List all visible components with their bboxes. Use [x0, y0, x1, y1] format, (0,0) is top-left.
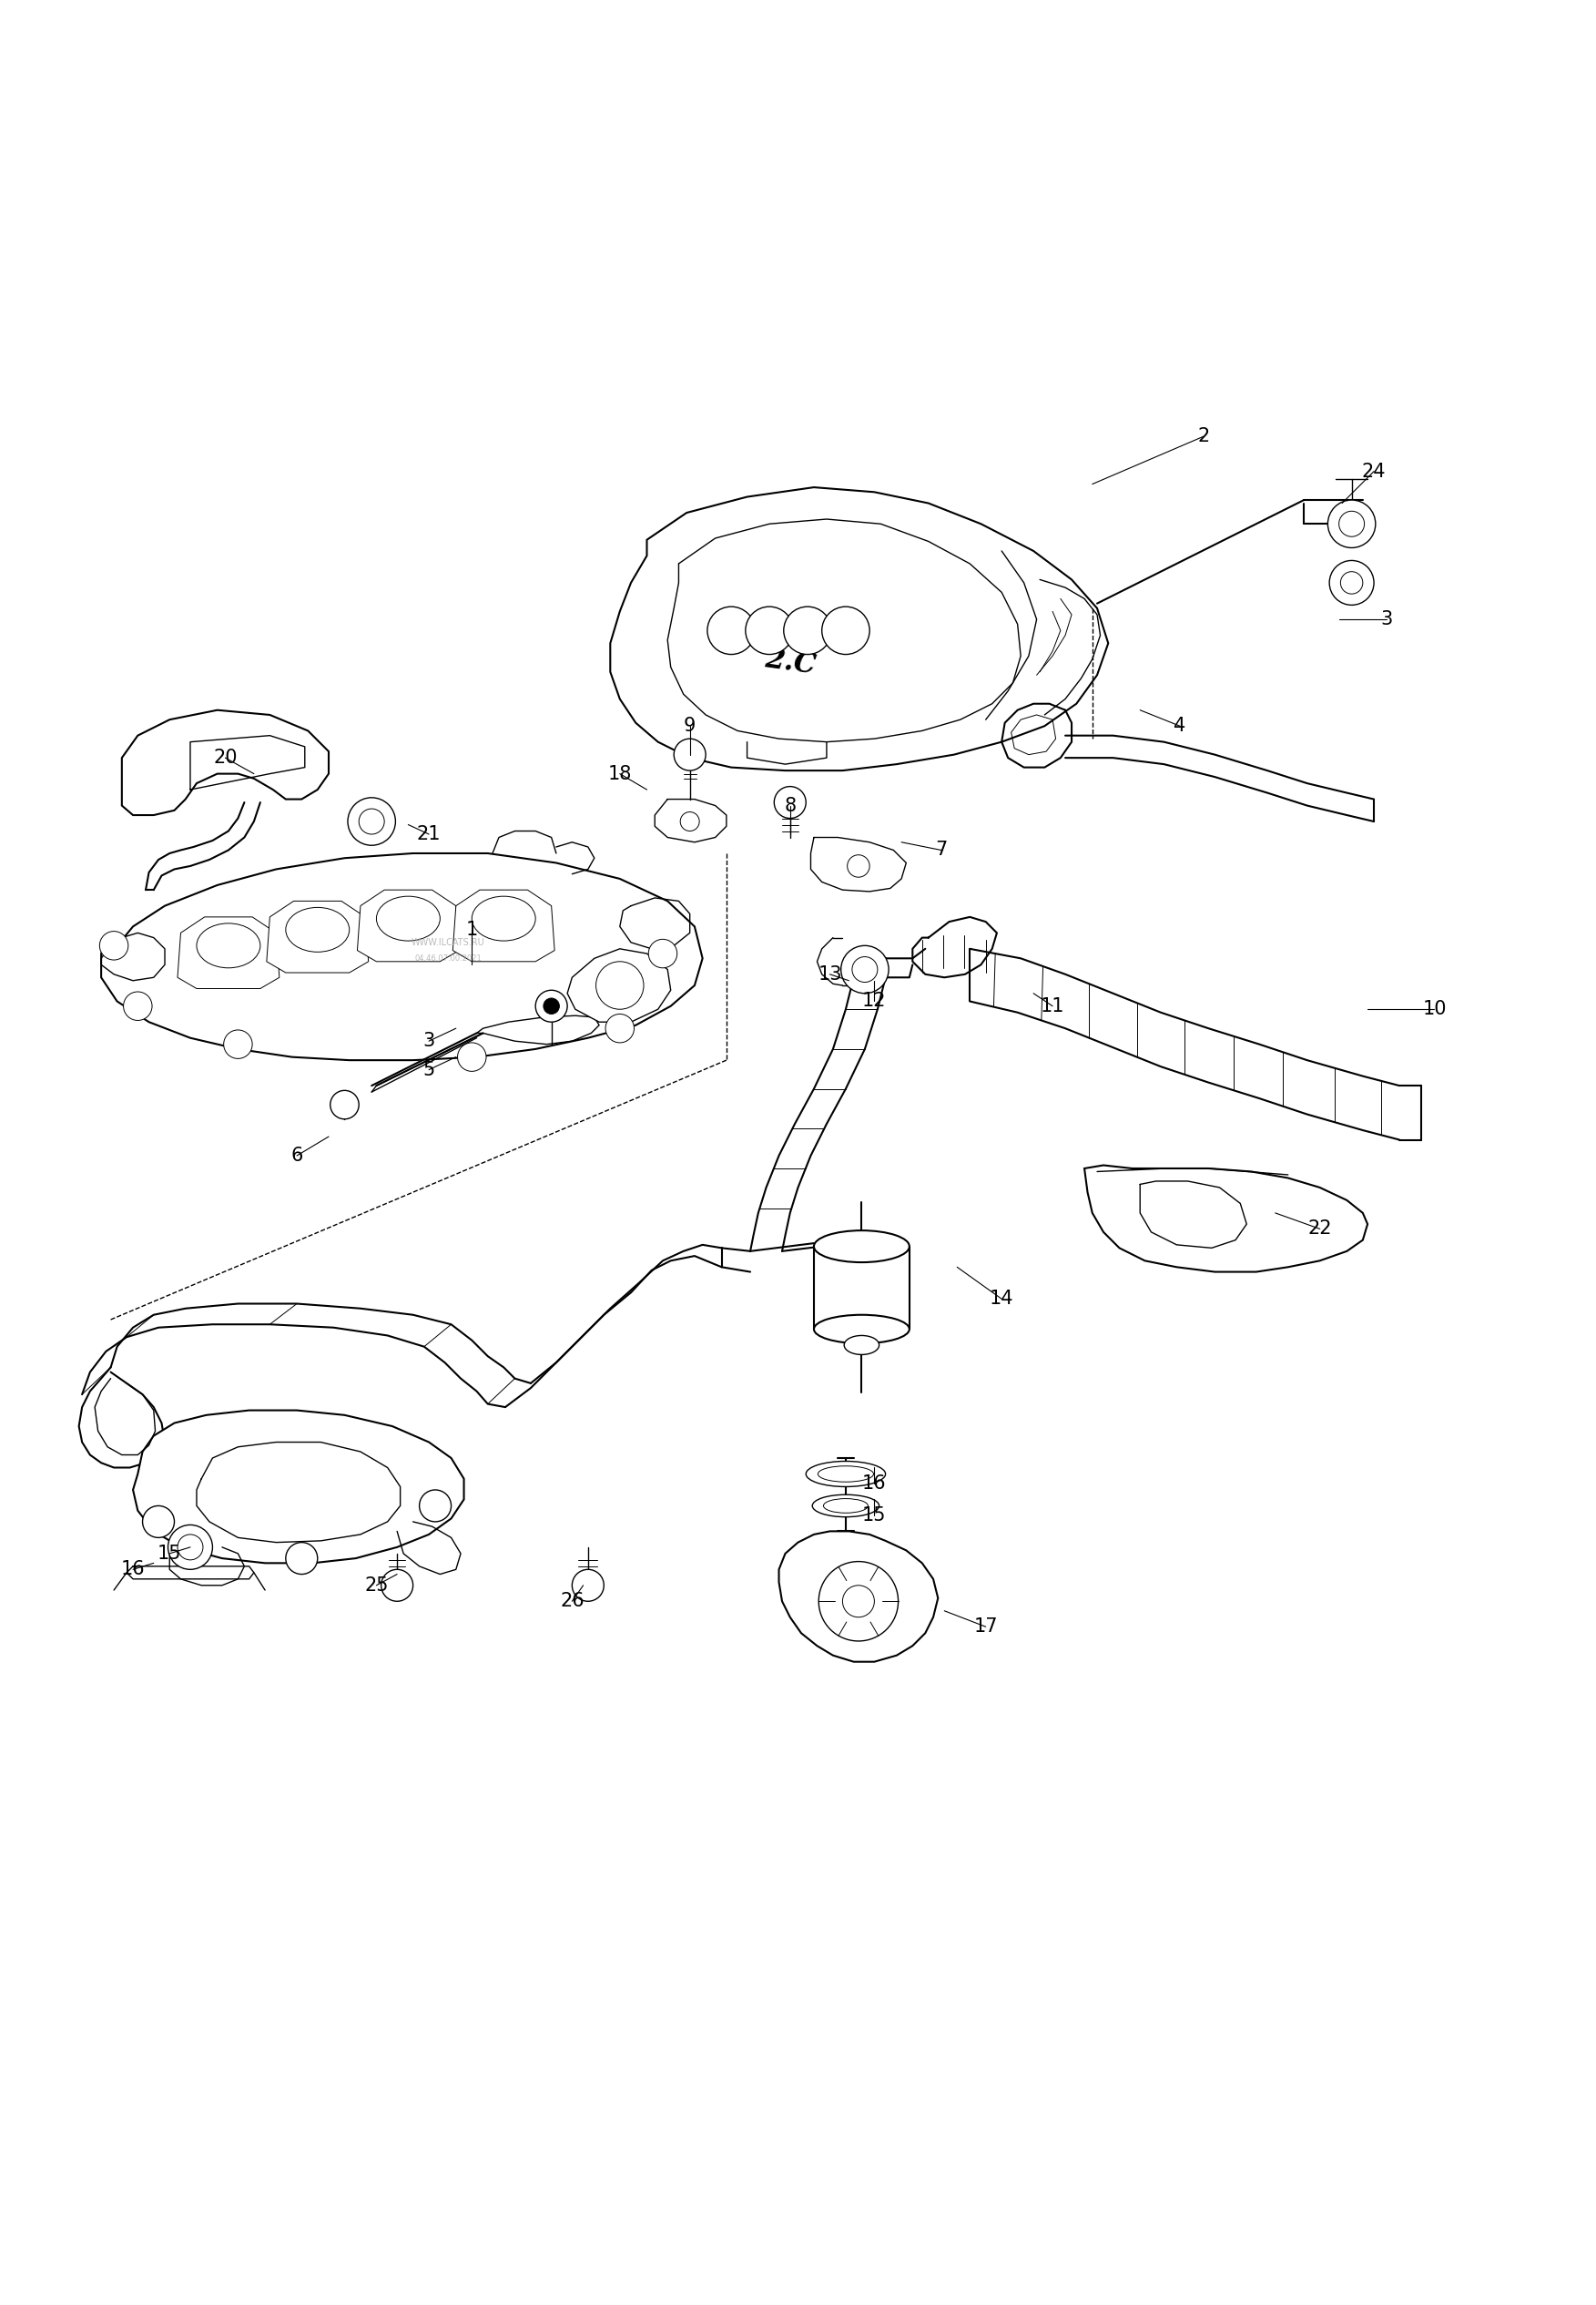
- Polygon shape: [567, 950, 670, 1021]
- Ellipse shape: [196, 924, 260, 968]
- Text: 22: 22: [1307, 1219, 1333, 1238]
- Text: 20: 20: [214, 749, 238, 768]
- Text: 6: 6: [290, 1146, 303, 1164]
- Polygon shape: [132, 1411, 464, 1563]
- Polygon shape: [121, 710, 329, 816]
- Polygon shape: [453, 890, 554, 961]
- Circle shape: [99, 931, 128, 959]
- Circle shape: [1339, 512, 1365, 537]
- Circle shape: [774, 786, 806, 818]
- Text: 8: 8: [784, 798, 796, 814]
- Ellipse shape: [472, 897, 536, 940]
- Text: 14: 14: [990, 1291, 1013, 1307]
- Circle shape: [458, 1042, 487, 1072]
- Circle shape: [648, 938, 677, 968]
- Text: 2: 2: [1197, 426, 1210, 445]
- Polygon shape: [358, 890, 460, 961]
- Circle shape: [595, 961, 643, 1010]
- Ellipse shape: [377, 897, 440, 940]
- Text: 10: 10: [1422, 1000, 1446, 1019]
- Circle shape: [536, 991, 567, 1021]
- Text: 3: 3: [1381, 611, 1393, 629]
- Text: 21: 21: [417, 825, 440, 844]
- Circle shape: [841, 945, 889, 993]
- Circle shape: [1328, 500, 1376, 549]
- Circle shape: [605, 1014, 634, 1042]
- Circle shape: [142, 1505, 174, 1537]
- Text: WWW.ILCATS.RU: WWW.ILCATS.RU: [412, 938, 485, 947]
- Circle shape: [847, 855, 870, 878]
- Text: 11: 11: [1041, 998, 1065, 1014]
- Text: 25: 25: [364, 1577, 388, 1595]
- Circle shape: [348, 798, 396, 846]
- Ellipse shape: [806, 1461, 886, 1487]
- Circle shape: [822, 606, 870, 655]
- Circle shape: [680, 811, 699, 832]
- Circle shape: [784, 606, 832, 655]
- Circle shape: [1329, 560, 1374, 604]
- Circle shape: [571, 1570, 603, 1602]
- Polygon shape: [267, 901, 369, 973]
- Text: 5: 5: [423, 1060, 436, 1079]
- Circle shape: [745, 606, 793, 655]
- Text: 1: 1: [466, 920, 477, 938]
- Text: 04.46.07.00.2021: 04.46.07.00.2021: [415, 954, 482, 963]
- Circle shape: [420, 1489, 452, 1521]
- Ellipse shape: [286, 908, 350, 952]
- Circle shape: [544, 998, 559, 1014]
- Circle shape: [123, 991, 152, 1021]
- Circle shape: [286, 1542, 318, 1574]
- Text: 4: 4: [1173, 717, 1186, 735]
- Circle shape: [819, 1560, 899, 1641]
- Text: 3: 3: [423, 1033, 436, 1051]
- Polygon shape: [779, 1531, 938, 1662]
- Text: 13: 13: [817, 966, 841, 984]
- Ellipse shape: [814, 1231, 910, 1263]
- Circle shape: [707, 606, 755, 655]
- Text: 2.C: 2.C: [763, 645, 817, 680]
- Text: 9: 9: [683, 717, 696, 735]
- Ellipse shape: [812, 1494, 879, 1517]
- Circle shape: [843, 1586, 875, 1618]
- Circle shape: [674, 738, 705, 770]
- Text: 15: 15: [862, 1505, 886, 1524]
- Circle shape: [223, 1030, 252, 1058]
- Text: 7: 7: [935, 841, 946, 860]
- Polygon shape: [177, 917, 279, 989]
- Text: 16: 16: [862, 1475, 886, 1494]
- Circle shape: [359, 809, 385, 834]
- Text: 17: 17: [974, 1618, 998, 1637]
- Polygon shape: [101, 853, 702, 1060]
- Text: 15: 15: [158, 1544, 182, 1563]
- Text: 16: 16: [121, 1560, 145, 1579]
- Text: 12: 12: [862, 991, 886, 1010]
- Polygon shape: [1084, 1166, 1368, 1272]
- Ellipse shape: [814, 1314, 910, 1344]
- Text: 26: 26: [560, 1593, 584, 1611]
- Circle shape: [381, 1570, 413, 1602]
- Ellipse shape: [844, 1335, 879, 1355]
- Circle shape: [330, 1090, 359, 1120]
- Text: 18: 18: [608, 765, 632, 784]
- Circle shape: [1341, 572, 1363, 595]
- Polygon shape: [610, 486, 1108, 770]
- Text: 24: 24: [1361, 463, 1385, 479]
- Circle shape: [168, 1526, 212, 1570]
